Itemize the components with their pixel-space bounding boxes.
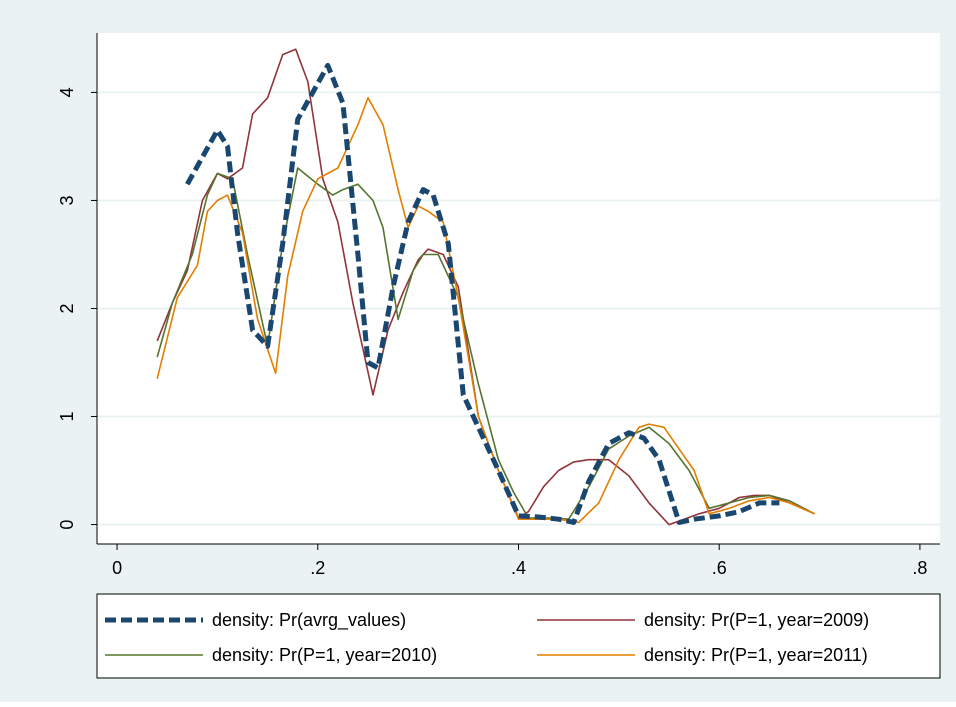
legend-label-3: density: Pr(P=1, year=2011) xyxy=(644,645,868,665)
legend-item-3: density: Pr(P=1, year=2011) xyxy=(537,645,868,665)
x-tick-label-2: .4 xyxy=(511,558,526,578)
legend: density: Pr(avrg_values) density: Pr(P=1,… xyxy=(96,593,941,679)
series-line-3 xyxy=(156,97,815,524)
legend-item-1: density: Pr(P=1, year=2009) xyxy=(537,610,869,630)
x-tick-label-4: .8 xyxy=(912,558,927,578)
series-line-0 xyxy=(185,62,780,525)
x-ticks: 0 .2 .4 .6 .8 xyxy=(112,544,927,578)
y-tick-label-1: 1 xyxy=(57,412,77,422)
series-line-2 xyxy=(156,167,815,521)
legend-item-0: density: Pr(avrg_values) xyxy=(105,610,406,631)
series-lines xyxy=(156,48,815,526)
plot-area xyxy=(97,33,940,544)
x-tick-label-1: .2 xyxy=(310,558,325,578)
y-tick-label-0: 0 xyxy=(57,520,77,530)
y-tick-label-2: 2 xyxy=(57,303,77,313)
x-tick-label-3: .6 xyxy=(712,558,727,578)
x-tick-label-0: 0 xyxy=(112,558,122,578)
legend-label-2: density: Pr(P=1, year=2010) xyxy=(212,645,437,665)
y-tick-label-4: 4 xyxy=(57,87,77,97)
legend-label-1: density: Pr(P=1, year=2009) xyxy=(644,610,869,630)
legend-item-2: density: Pr(P=1, year=2010) xyxy=(105,645,437,665)
legend-label-0: density: Pr(avrg_values) xyxy=(212,610,406,631)
y-tick-label-3: 3 xyxy=(57,195,77,205)
legend-box xyxy=(96,593,941,679)
y-ticks: 0 1 2 3 4 xyxy=(57,87,97,530)
